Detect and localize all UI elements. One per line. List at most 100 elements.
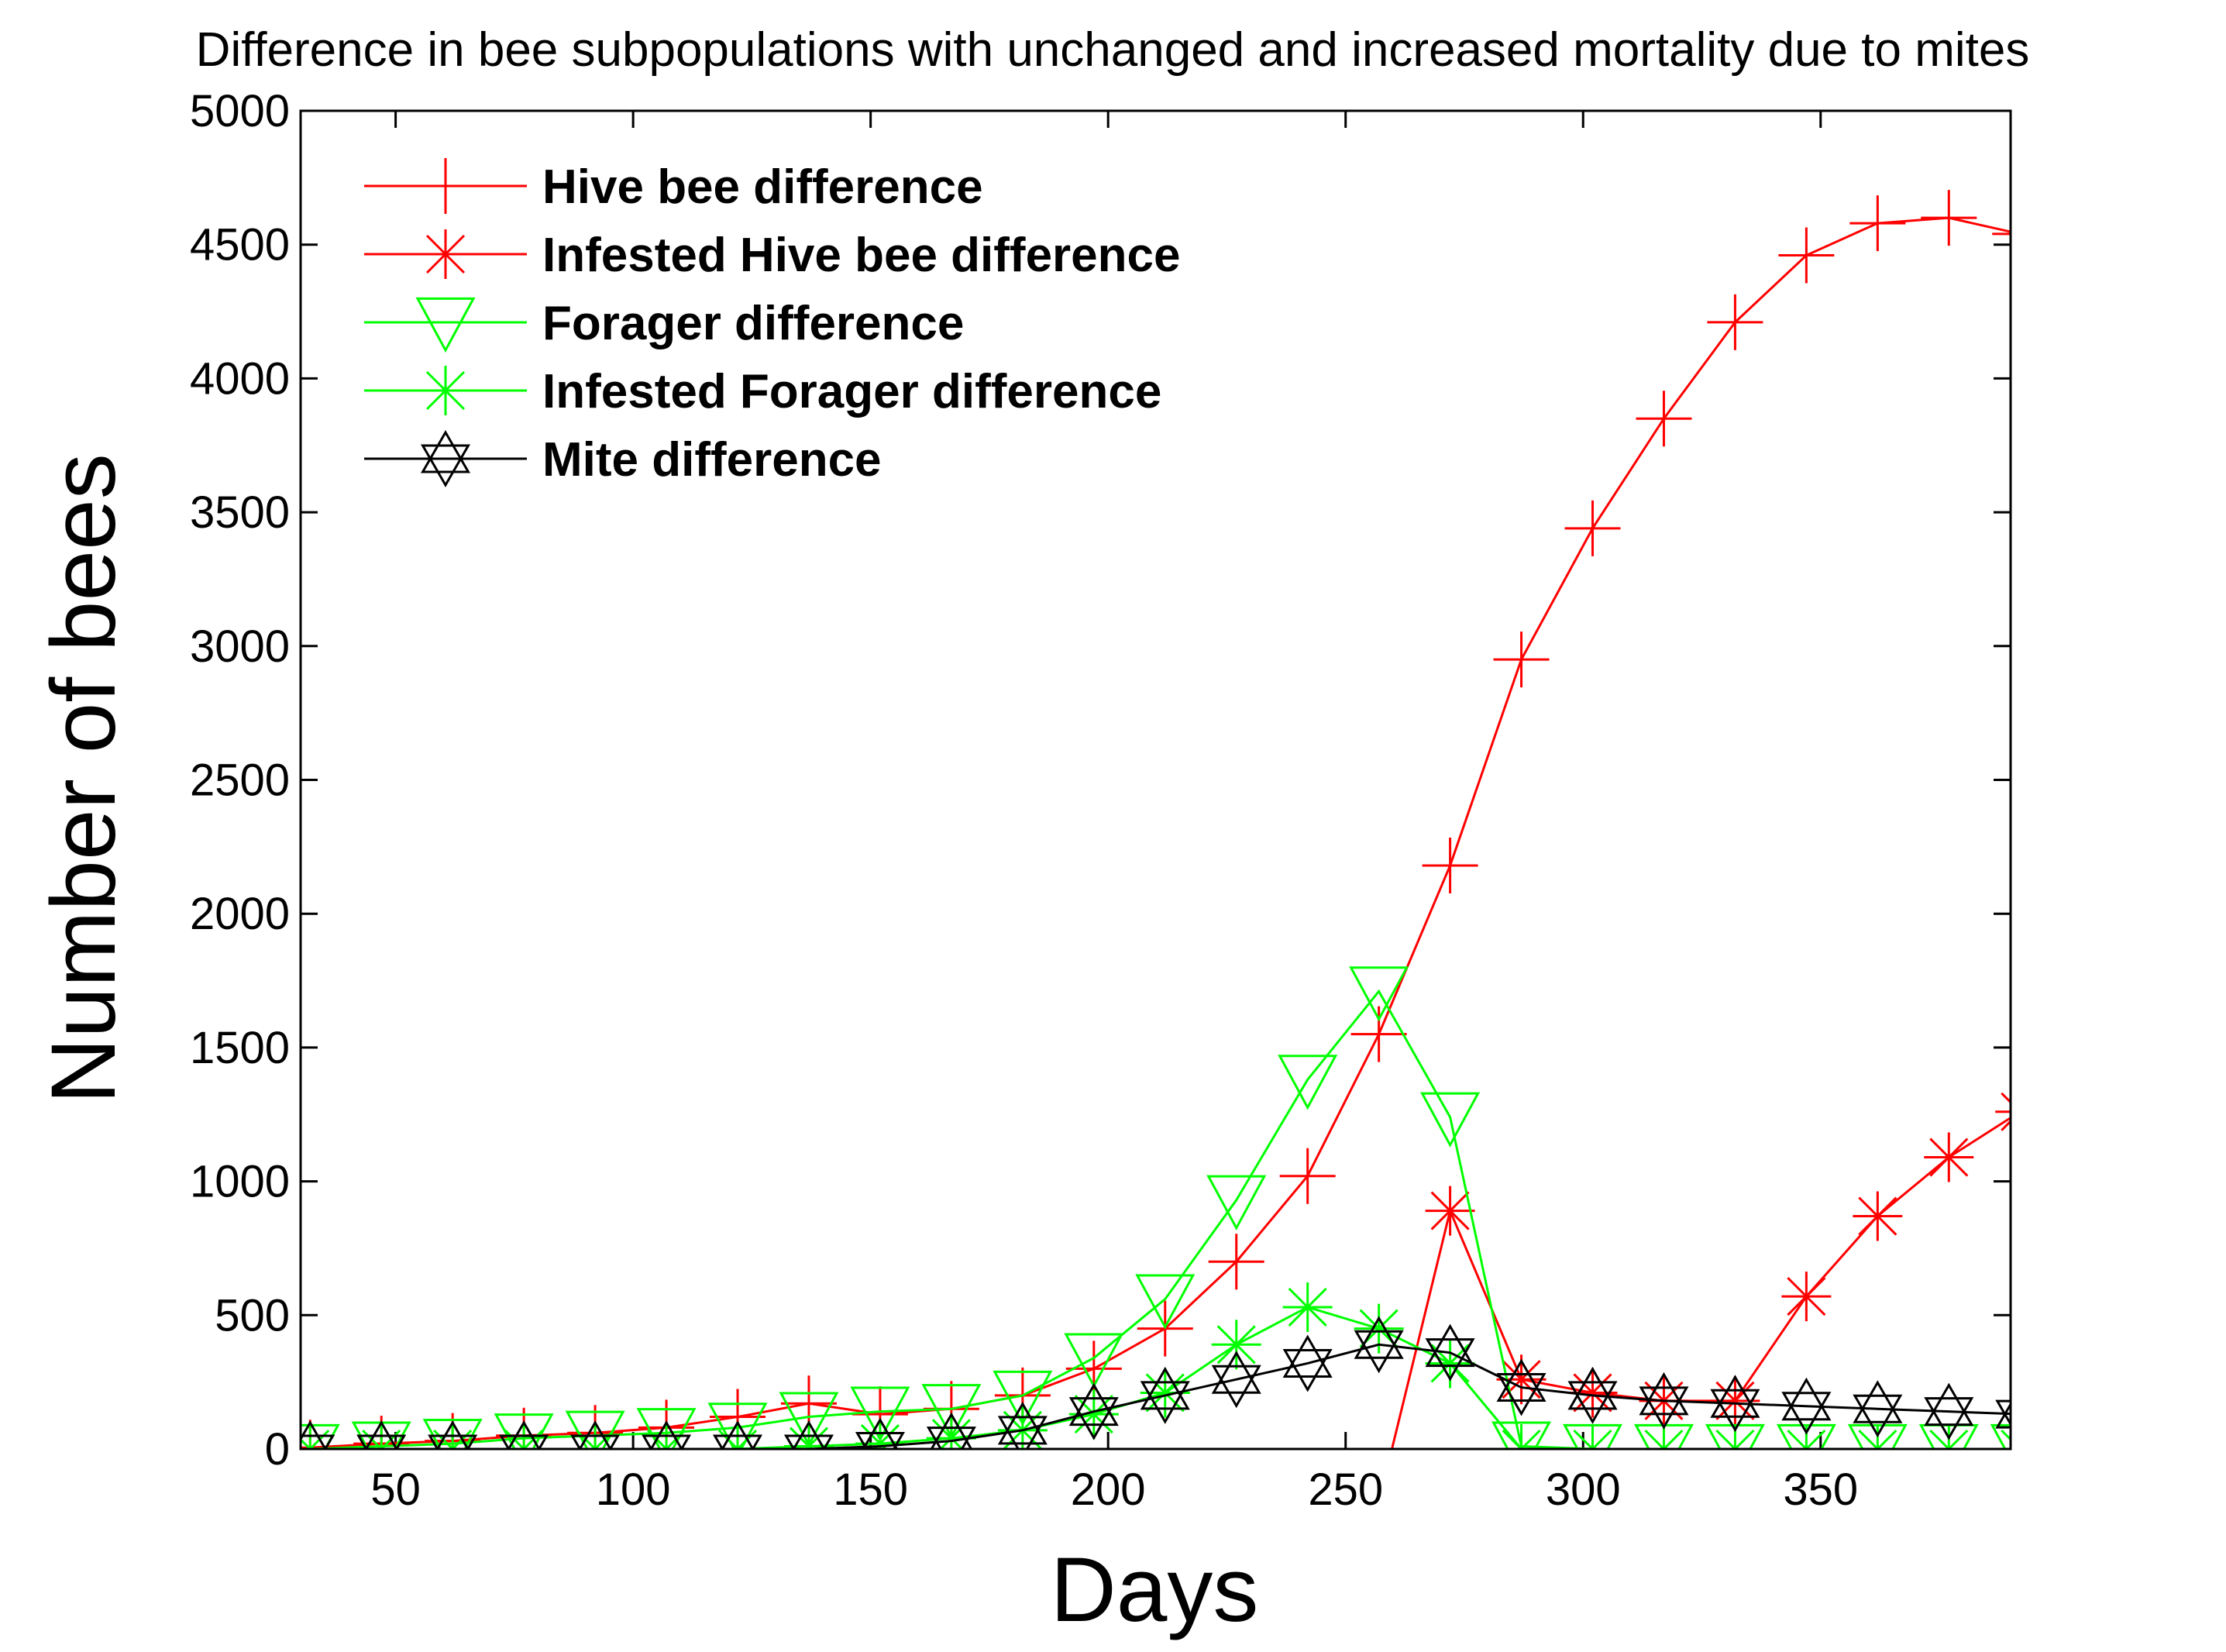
series-line bbox=[1390, 1116, 2011, 1449]
data-point bbox=[1995, 1429, 2011, 1449]
data-point bbox=[1778, 227, 1835, 284]
data-point bbox=[779, 1392, 839, 1447]
legend-label: Forager difference bbox=[542, 297, 964, 350]
data-point bbox=[1924, 1382, 1974, 1440]
data-point bbox=[1921, 190, 1977, 246]
y-tick-label: 3500 bbox=[190, 487, 290, 538]
data-point bbox=[1211, 1351, 1261, 1409]
legend-label: Hive bee difference bbox=[542, 160, 983, 214]
data-point bbox=[565, 1410, 625, 1449]
data-point bbox=[1422, 838, 1478, 894]
data-point bbox=[421, 366, 470, 415]
data-point bbox=[1496, 1424, 1547, 1449]
x-tick-label: 50 bbox=[370, 1464, 421, 1515]
data-point bbox=[1350, 1006, 1407, 1062]
axes-box bbox=[299, 109, 2012, 1451]
data-point bbox=[415, 297, 476, 353]
y-tick-label: 4000 bbox=[190, 353, 290, 404]
y-tick-label: 4500 bbox=[190, 220, 290, 270]
data-point bbox=[1995, 1092, 2011, 1131]
legend-entry: Infested Hive bee difference bbox=[364, 229, 1181, 282]
y-tick-label: 1000 bbox=[190, 1157, 290, 1207]
data-point bbox=[1781, 1377, 1832, 1435]
data-point bbox=[301, 1420, 335, 1449]
y-tick-label: 3000 bbox=[190, 621, 290, 672]
data-point bbox=[1135, 1274, 1196, 1330]
legend-entry: Mite difference bbox=[364, 430, 882, 487]
data-point bbox=[1211, 1320, 1261, 1370]
data-point bbox=[1992, 232, 2011, 236]
x-tick-label: 300 bbox=[1546, 1464, 1621, 1515]
legend-label: Infested Forager difference bbox=[542, 365, 1161, 418]
data-point bbox=[1781, 1272, 1832, 1322]
y-tick-label: 5000 bbox=[190, 86, 290, 136]
y-tick-label: 1500 bbox=[190, 1023, 290, 1073]
data-point bbox=[1710, 1424, 1760, 1449]
series-1 bbox=[1390, 1092, 2011, 1449]
data-point bbox=[993, 1370, 1053, 1427]
data-point bbox=[1707, 294, 1763, 350]
data-point bbox=[1564, 500, 1621, 556]
data-point bbox=[997, 1401, 1048, 1449]
x-tick-label: 100 bbox=[596, 1464, 671, 1515]
series-4 bbox=[301, 1316, 2011, 1449]
y-tick-label: 2000 bbox=[190, 889, 290, 939]
y-tick-label: 0 bbox=[265, 1424, 290, 1475]
x-tick-label: 150 bbox=[833, 1464, 908, 1515]
data-point bbox=[783, 1420, 834, 1449]
data-point bbox=[1853, 1424, 1903, 1449]
series-line bbox=[310, 1343, 2011, 1449]
data-point bbox=[1354, 1316, 1404, 1374]
x-tick-label: 250 bbox=[1308, 1464, 1383, 1515]
x-axis-label: Days bbox=[1051, 1539, 1259, 1641]
data-point bbox=[1567, 1366, 1618, 1424]
data-point bbox=[642, 1420, 692, 1449]
data-point bbox=[850, 1386, 910, 1442]
chart-title: Difference in bee subpopulations with un… bbox=[196, 23, 2030, 77]
legend-entry: Infested Forager difference bbox=[364, 365, 1161, 418]
legend: Hive bee difference Infested Hive bee dif… bbox=[364, 158, 1181, 487]
data-point bbox=[712, 1420, 763, 1449]
x-tick-label: 200 bbox=[1071, 1464, 1146, 1515]
data-point bbox=[1349, 966, 1409, 1022]
data-point bbox=[1493, 632, 1550, 688]
data-point bbox=[1853, 1380, 1903, 1438]
y-axis-label: Number of bees bbox=[33, 453, 135, 1104]
data-point bbox=[1990, 1423, 2011, 1449]
data-point bbox=[1282, 1334, 1333, 1392]
data-point bbox=[1496, 1358, 1547, 1416]
data-point bbox=[570, 1420, 621, 1449]
legend-label: Infested Hive bee difference bbox=[542, 229, 1181, 282]
data-point bbox=[1420, 1092, 1481, 1148]
data-point bbox=[855, 1417, 905, 1449]
legend-label: Mite difference bbox=[542, 433, 882, 487]
y-tick-label: 2500 bbox=[190, 755, 290, 806]
data-point bbox=[1849, 195, 1906, 252]
data-point bbox=[1710, 1375, 1760, 1433]
data-point bbox=[1068, 1382, 1119, 1440]
data-point bbox=[356, 1420, 407, 1449]
data-point bbox=[1639, 1424, 1689, 1449]
x-tick-label: 350 bbox=[1783, 1464, 1858, 1515]
data-point bbox=[921, 1384, 982, 1440]
data-point bbox=[926, 1412, 976, 1449]
data-point bbox=[1995, 1399, 2011, 1429]
data-point bbox=[1636, 391, 1692, 447]
data-point bbox=[1425, 1186, 1475, 1236]
data-point bbox=[1208, 1234, 1264, 1290]
data-point bbox=[1425, 1323, 1475, 1382]
legend-entry: Forager difference bbox=[364, 297, 964, 353]
data-point bbox=[418, 158, 473, 214]
data-point bbox=[494, 1413, 554, 1449]
data-point bbox=[1924, 1132, 1974, 1182]
data-point bbox=[420, 430, 471, 487]
data-point bbox=[428, 1420, 478, 1449]
data-point bbox=[1924, 1424, 1974, 1449]
data-point bbox=[1279, 1148, 1336, 1204]
data-point bbox=[421, 229, 470, 279]
legend-entry: Hive bee difference bbox=[364, 158, 983, 214]
data-point bbox=[1853, 1191, 1903, 1241]
data-point bbox=[707, 1402, 768, 1449]
tick-labels: 0 500 1000 1500 2000 2500 3000 3500 4000 4500 5000… bbox=[190, 86, 1858, 1515]
